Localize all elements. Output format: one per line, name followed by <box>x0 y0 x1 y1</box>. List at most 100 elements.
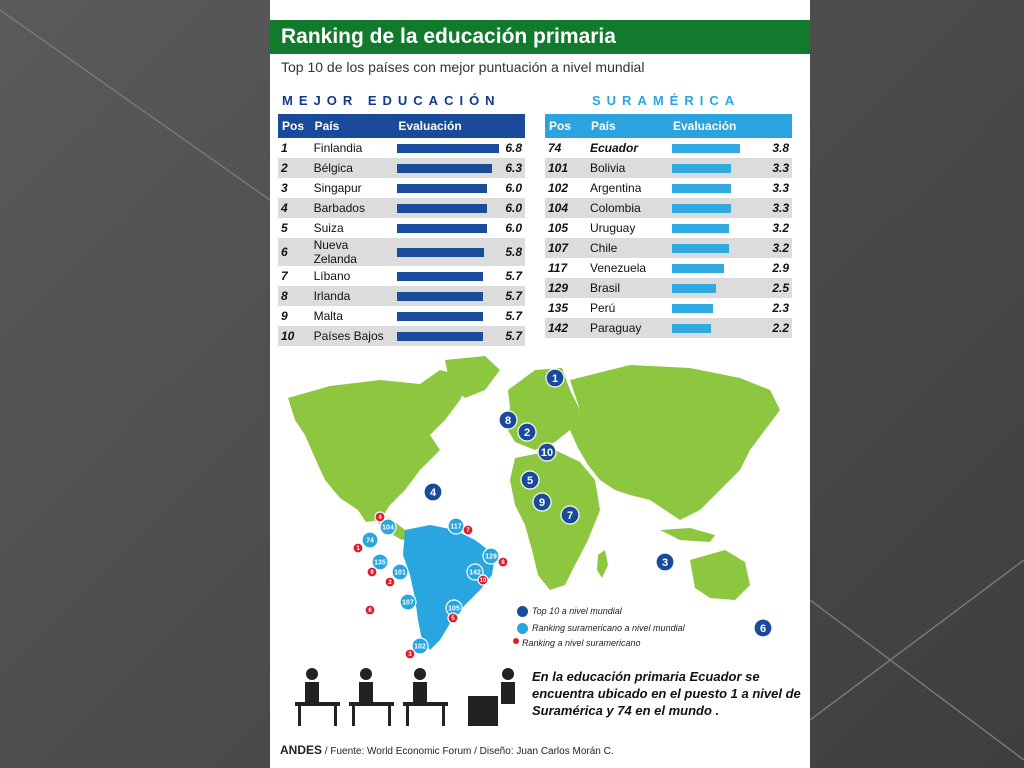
table-row: 1 Finlandia 6.8 <box>278 138 525 158</box>
svg-text:4: 4 <box>430 487 437 499</box>
rank-position: 1 <box>278 138 311 158</box>
top10-marker: 7 <box>560 505 580 525</box>
svg-text:104: 104 <box>382 525 394 532</box>
student-desk-icon <box>403 668 448 726</box>
bar-cell <box>669 158 764 178</box>
europe-shape <box>505 368 580 450</box>
country-name: Venezuela <box>587 258 669 278</box>
score-value: 5.7 <box>502 286 525 306</box>
score-bar <box>672 164 731 174</box>
country-name: Singapur <box>310 178 395 198</box>
col-header-country: País <box>587 114 669 138</box>
sa-regional-marker: 1 <box>352 542 364 554</box>
country-name: Brasil <box>587 278 669 298</box>
score-value: 3.3 <box>763 198 792 218</box>
table-row: 142 Paraguay 2.2 <box>545 318 792 338</box>
score-bar <box>672 144 740 154</box>
students-illustration <box>295 668 515 726</box>
score-value: 6.8 <box>502 138 525 158</box>
sa-world-marker: 74 <box>361 531 379 549</box>
legend-sa-world-dot <box>517 623 528 634</box>
legend-top10-label: Top 10 a nivel mundial <box>532 606 622 616</box>
sa-regional-marker: 4 <box>374 511 386 523</box>
rank-position: 105 <box>545 218 587 238</box>
svg-text:10: 10 <box>480 578 487 584</box>
legend-sa-regional-dot <box>513 638 519 644</box>
score-bar <box>397 248 485 258</box>
table-row: 74 Ecuador 3.8 <box>545 138 792 158</box>
svg-text:8: 8 <box>501 560 505 566</box>
score-bar <box>672 264 724 274</box>
country-name: Colombia <box>587 198 669 218</box>
table-row: 107 Chile 3.2 <box>545 238 792 258</box>
rank-position: 7 <box>278 266 311 286</box>
country-name: Uruguay <box>587 218 669 238</box>
col-header-pos: Pos <box>545 114 587 138</box>
svg-text:6: 6 <box>368 608 372 614</box>
africa-shape <box>510 450 600 590</box>
svg-text:7: 7 <box>466 528 470 534</box>
col-header-eval: Evaluación <box>669 114 792 138</box>
rank-position: 10 <box>278 326 311 346</box>
score-value: 3.2 <box>763 218 792 238</box>
credits: ANDES / Fuente: World Economic Forum / D… <box>280 743 614 757</box>
ranking-table-world: Pos País Evaluación 1 Finlandia 6.8 2 Bélgic… <box>278 114 525 346</box>
bar-cell <box>669 278 764 298</box>
table-row: 2 Bélgica 6.3 <box>278 158 525 178</box>
page-subtitle: Top 10 de los países con mejor puntuació… <box>281 59 645 75</box>
teacher-desk-icon <box>468 668 515 726</box>
bar-cell <box>394 158 503 178</box>
score-value: 3.8 <box>763 138 792 158</box>
table-row: 135 Perú 2.3 <box>545 298 792 318</box>
bar-cell <box>394 286 503 306</box>
rank-position: 3 <box>278 178 311 198</box>
score-value: 6.0 <box>502 198 525 218</box>
svg-text:8: 8 <box>505 415 511 427</box>
ranking-table-south-america: Pos País Evaluación 74 Ecuador 3.8 101 Boliv… <box>545 114 792 338</box>
table-row: 101 Bolivia 3.3 <box>545 158 792 178</box>
page-title: Ranking de la educación primaria <box>270 20 810 54</box>
score-bar <box>397 184 488 194</box>
top10-marker: 8 <box>498 410 518 430</box>
score-bar <box>397 224 488 234</box>
bar-cell <box>669 298 764 318</box>
bar-cell <box>394 306 503 326</box>
score-bar <box>672 324 711 334</box>
score-value: 5.7 <box>502 306 525 326</box>
sa-world-marker: 117 <box>447 517 465 535</box>
country-name: Finlandia <box>310 138 395 158</box>
sa-regional-marker: 10 <box>477 574 489 586</box>
rank-position: 129 <box>545 278 587 298</box>
bar-cell <box>669 258 764 278</box>
svg-text:7: 7 <box>567 510 573 522</box>
top10-marker: 6 <box>753 618 773 638</box>
country-name: Bélgica <box>310 158 395 178</box>
table-row: 8 Irlanda 5.7 <box>278 286 525 306</box>
top10-marker: 10 <box>537 442 557 462</box>
svg-text:4: 4 <box>378 515 382 521</box>
country-name: Líbano <box>310 266 395 286</box>
bar-cell <box>669 318 764 338</box>
greenland-shape <box>445 356 500 398</box>
table-row: 129 Brasil 2.5 <box>545 278 792 298</box>
sa-regional-marker: 7 <box>462 524 474 536</box>
score-bar <box>397 292 484 302</box>
svg-text:142: 142 <box>469 570 481 577</box>
bar-cell <box>394 198 503 218</box>
bar-cell <box>669 238 764 258</box>
svg-text:6: 6 <box>760 623 766 635</box>
sa-world-marker: 102 <box>411 637 429 655</box>
rank-position: 4 <box>278 198 311 218</box>
country-name: Nueva Zelanda <box>310 238 395 266</box>
country-name: Chile <box>587 238 669 258</box>
rank-position: 107 <box>545 238 587 258</box>
top10-marker: 3 <box>655 552 675 572</box>
bar-cell <box>669 138 764 158</box>
sa-world-marker: 142 <box>466 563 484 581</box>
brand-logo: ANDES <box>280 743 323 757</box>
score-value: 2.3 <box>763 298 792 318</box>
score-bar <box>672 184 731 194</box>
rank-position: 5 <box>278 218 311 238</box>
country-name: Argentina <box>587 178 669 198</box>
svg-text:2: 2 <box>524 427 530 439</box>
